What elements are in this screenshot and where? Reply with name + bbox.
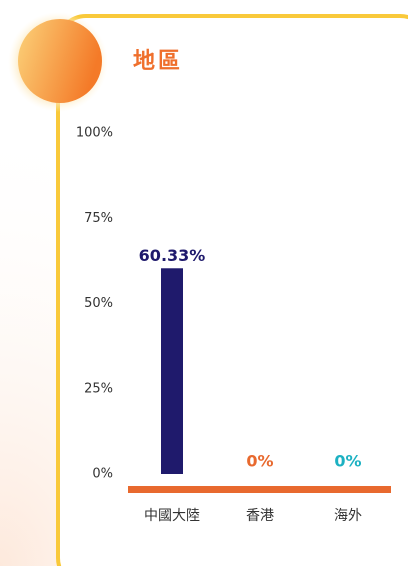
baseline	[128, 486, 391, 493]
y-tick-label: 75%	[84, 211, 113, 226]
y-tick-label: 25%	[84, 381, 113, 396]
y-tick-label: 100%	[76, 126, 113, 141]
sun-icon	[18, 19, 102, 103]
card	[56, 14, 408, 566]
y-tick-label: 50%	[84, 296, 113, 311]
x-tick-label: 香港	[246, 508, 274, 524]
value-label: 0%	[334, 452, 361, 471]
value-label: 0%	[246, 452, 273, 471]
y-tick-label: 0%	[92, 467, 113, 482]
bar	[161, 268, 183, 474]
chart-title: 地區	[133, 49, 183, 74]
x-tick-label: 海外	[334, 508, 362, 524]
value-label: 60.33%	[139, 246, 206, 265]
x-tick-label: 中國大陸	[144, 508, 200, 524]
